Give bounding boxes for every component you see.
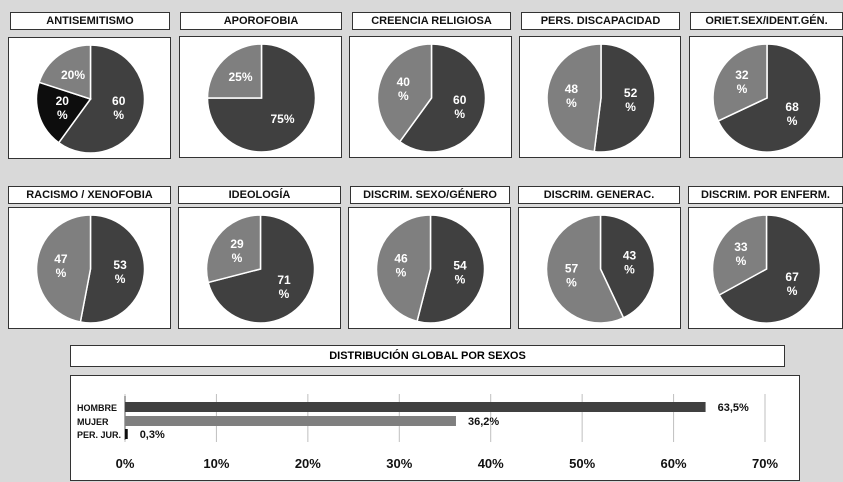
category-label: PER. JUR. — [77, 430, 121, 440]
pie-slice-label: 40 — [397, 75, 411, 89]
pie-slice-label: 32 — [735, 68, 749, 82]
pie-slice-label: 43 — [623, 249, 637, 263]
x-tick-label: 50% — [569, 456, 595, 471]
pie-title-antisemitismo: ANTISEMITISMO — [10, 12, 170, 30]
pie-slice-label: % — [56, 266, 67, 280]
pie-slice — [416, 214, 486, 324]
pie-title-generac: DISCRIM. GENERAC. — [518, 186, 680, 204]
pie-title-discapacidad: PERS. DISCAPACIDAD — [521, 12, 680, 30]
x-tick-label: 60% — [661, 456, 687, 471]
x-tick-label: 20% — [295, 456, 321, 471]
pie-slice — [599, 214, 656, 319]
pie-slice — [35, 214, 92, 323]
pie-slice-label: 54 — [453, 259, 467, 273]
pie-panel-antisemitismo: 60% 20% 20% — [8, 37, 171, 159]
pie-slice-label: 52 — [624, 86, 638, 100]
pie-title-aporofobia: APOROFOBIA — [180, 12, 342, 30]
bar — [125, 402, 706, 412]
pie-slice — [206, 43, 263, 99]
pie-title-enferm: DISCRIM. POR ENFERM. — [688, 186, 843, 204]
x-tick-label: 70% — [752, 456, 778, 471]
pie-panel-orientacion: 68% 32% — [689, 36, 843, 158]
pie-slice-label: % — [787, 284, 798, 298]
pie-slice-label: % — [566, 96, 577, 110]
pie-slice-label: % — [396, 265, 407, 279]
pie-slice — [79, 214, 146, 324]
pie-slice-label: 48 — [565, 82, 579, 96]
pie-slice-label: % — [454, 107, 465, 121]
pie-slice-label: % — [279, 287, 290, 301]
pie-slice-label: 71 — [277, 273, 291, 287]
pie-slice-label: % — [736, 254, 747, 268]
pie-slice — [35, 81, 92, 144]
pie-slice — [718, 214, 822, 324]
pie-slice-label: 25% — [228, 70, 252, 84]
pie-slice — [207, 214, 316, 324]
pie-slice-label: % — [232, 251, 243, 265]
pie-slice — [717, 43, 822, 153]
pie-panel-discapacidad: 52% 48% — [519, 36, 681, 158]
pie-panel-aporofobia: 75% 25% — [179, 36, 342, 158]
pie-slice — [546, 43, 602, 153]
pie-slice-label: % — [455, 273, 466, 287]
category-label: HOMBRE — [77, 403, 117, 413]
pie-slice — [545, 214, 625, 324]
pie-slice-label: 20% — [61, 68, 85, 82]
pie-panel-ideologia: 71% 29% — [178, 207, 341, 329]
pie-slice-label: 46 — [394, 251, 408, 265]
pie-slice-label: 47 — [54, 252, 68, 266]
pie-slice — [711, 214, 768, 297]
pie-slice-label: 57 — [565, 262, 579, 276]
pie-slice-label: 20 — [56, 94, 70, 108]
pie-slice — [398, 43, 487, 153]
pie-slice-label: % — [624, 263, 635, 277]
pie-slice-label: % — [113, 108, 124, 122]
pie-slice — [712, 43, 768, 122]
pie-title-orientacion: ORIET.SEX/IDENT.GÉN. — [690, 12, 843, 30]
x-tick-label: 0% — [116, 456, 135, 471]
pie-panel-racismo: 53% 47% — [8, 207, 171, 329]
pie-slice — [375, 214, 432, 323]
pie-panel-sexo-genero: 54% 46% — [348, 207, 511, 329]
pie-slice-label: 60 — [453, 93, 467, 107]
pie-slice-label: % — [787, 114, 798, 128]
pie-slice-label: % — [57, 108, 68, 122]
bar-value-label: 63,5% — [718, 402, 749, 414]
pie-slice-label: % — [398, 89, 409, 103]
pie-title-ideologia: IDEOLOGÍA — [178, 186, 341, 204]
bar — [125, 429, 128, 439]
pie-slice-label: 53 — [113, 258, 127, 272]
pie-slice-label: 67 — [785, 270, 799, 284]
category-label: MUJER — [77, 417, 109, 427]
bar-chart-panel: 0% 10% 20% 30% 40% 50% 60% 70% HOMBRE 63,5% MUJER 3… — [70, 375, 800, 481]
x-tick-label: 30% — [386, 456, 412, 471]
bar-value-label: 0,3% — [140, 429, 165, 441]
pie-slice-label: 29 — [230, 237, 244, 251]
pie-slice-label: 33 — [734, 240, 748, 254]
pie-slice — [593, 43, 656, 153]
bar — [125, 416, 456, 426]
pie-slice — [376, 43, 433, 143]
pie-slice-label: % — [115, 272, 126, 286]
pie-slice-label: 60 — [112, 94, 126, 108]
x-tick-label: 10% — [203, 456, 229, 471]
pie-title-creencia: CREENCIA RELIGIOSA — [352, 12, 511, 30]
pie-panel-creencia: 60% 40% — [349, 36, 512, 158]
pie-slice-label: 68 — [785, 100, 799, 114]
pie-title-racismo: RACISMO / XENOFOBIA — [8, 186, 171, 204]
pie-panel-enferm: 67% 33% — [688, 207, 843, 329]
pie-slice — [38, 44, 92, 101]
pie-slice — [205, 214, 262, 284]
bar-chart-title: DISTRIBUCIÓN GLOBAL POR SEXOS — [70, 345, 785, 367]
pie-slice-label: % — [625, 100, 636, 114]
pie-slice-label: 75% — [270, 112, 294, 126]
bar-value-label: 36,2% — [468, 416, 499, 428]
bar-chart: 0% 10% 20% 30% 40% 50% 60% 70% HOMBRE 63,5% MUJER 3… — [77, 394, 778, 471]
pie-slice-label: % — [566, 276, 577, 290]
pie-slice-label: % — [737, 82, 748, 96]
pie-panel-generac: 43% 57% — [518, 207, 681, 329]
pie-slice — [57, 44, 146, 154]
pie-title-sexo-genero: DISCRIM. SEXO/GÉNERO — [350, 186, 510, 204]
x-tick-label: 40% — [478, 456, 504, 471]
